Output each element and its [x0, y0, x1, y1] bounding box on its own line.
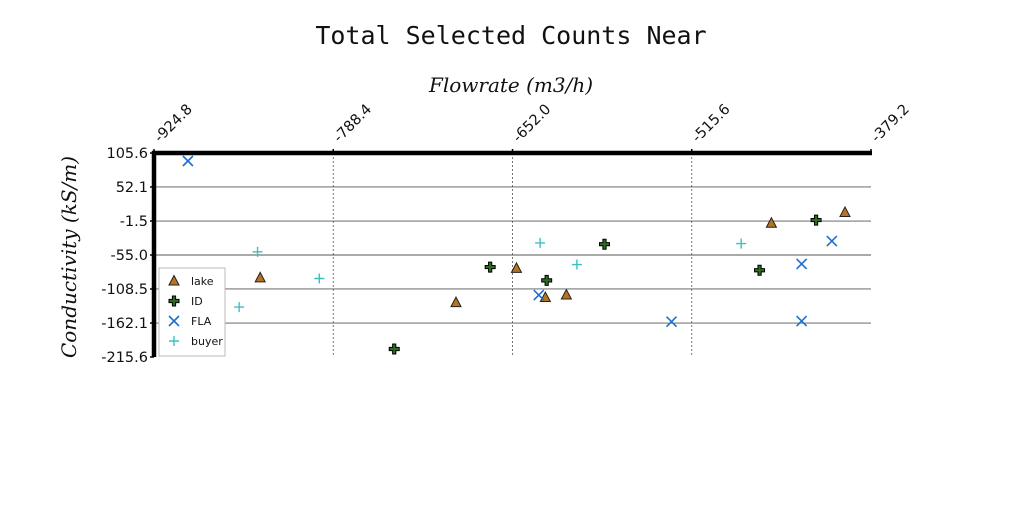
data-point-fla — [796, 315, 808, 327]
legend-label: FLA — [191, 315, 212, 328]
data-point-fla — [665, 316, 678, 328]
y-tick-label: -162.1 — [101, 316, 148, 332]
data-point-fla — [826, 235, 838, 247]
grid-lines — [154, 153, 871, 357]
data-point-fla — [182, 155, 194, 167]
legend-marker-fla — [168, 315, 180, 327]
data-point-lake — [765, 216, 778, 228]
y-tick-label: -55.0 — [110, 248, 148, 264]
data-point-id — [598, 238, 610, 250]
legend: lake ID FLA buyer — [158, 267, 226, 357]
data-point-id — [754, 264, 766, 276]
y-tick-label: 105.6 — [106, 146, 148, 162]
axes — [150, 149, 872, 358]
legend-label: lake — [191, 275, 214, 288]
data-point-fla — [796, 258, 808, 270]
data-point-lake — [450, 296, 462, 308]
x-tick-label: -924.8 — [152, 101, 196, 145]
data-point-lake — [539, 290, 552, 303]
data-point-buyer — [736, 238, 747, 249]
y-tick-labels: 105.6 52.1 -1.5 -55.0 -108.5 -162.1 -215.6 — [101, 146, 148, 366]
data-point-buyer — [535, 237, 546, 248]
legend-label: buyer — [191, 335, 223, 348]
data-point-lake — [254, 271, 267, 283]
x-tick-label: -788.4 — [331, 101, 375, 145]
legend-label: ID — [191, 295, 203, 308]
y-tick-label: 52.1 — [116, 180, 148, 196]
chart-title: Total Selected Counts Near — [315, 21, 706, 50]
data-point-id — [810, 214, 822, 226]
data-point-id — [388, 343, 400, 355]
data-point-buyer — [252, 246, 263, 257]
data-point-id — [484, 261, 496, 273]
data-points — [182, 155, 851, 355]
legend-marker-id — [168, 295, 180, 307]
x-axis-label: Flowrate (m3/h) — [428, 73, 593, 97]
data-point-lake — [839, 205, 851, 217]
data-point-id — [541, 274, 553, 286]
x-tick-label: -652.0 — [510, 101, 554, 145]
data-point-buyer — [314, 273, 325, 284]
y-tick-label: -215.6 — [101, 350, 148, 366]
x-tick-label: -379.2 — [869, 101, 913, 145]
x-tick-labels: -924.8 -788.4 -652.0 -515.6 -379.2 — [152, 101, 913, 145]
x-tick-label: -515.6 — [689, 101, 733, 145]
data-point-fla — [533, 289, 545, 301]
y-tick-label: -1.5 — [120, 214, 148, 230]
legend-marker-lake — [168, 274, 180, 286]
y-tick-label: -108.5 — [101, 282, 148, 298]
y-axis-label: Conductivity (kS/m) — [57, 156, 81, 358]
data-point-lake — [510, 261, 523, 273]
data-point-lake — [560, 288, 573, 300]
legend-marker-buyer — [169, 336, 179, 346]
data-point-buyer — [234, 302, 245, 313]
data-point-buyer — [571, 259, 582, 270]
